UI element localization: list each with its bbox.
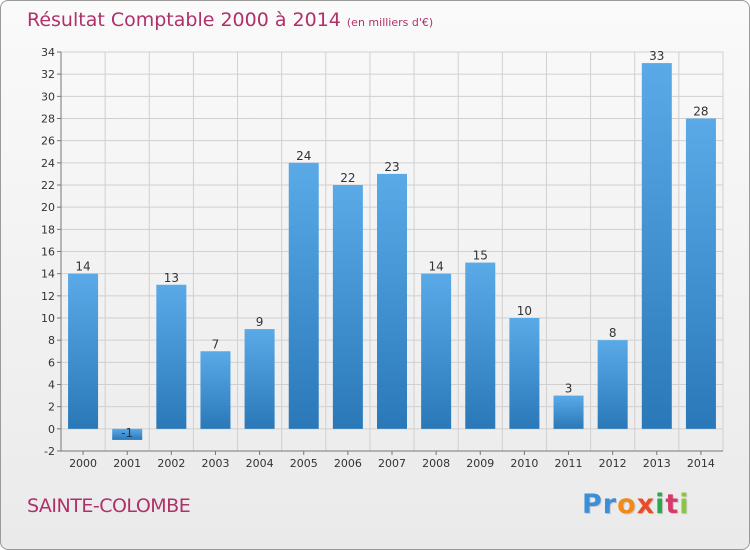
logo-letter: i — [655, 489, 666, 520]
value-label: 28 — [693, 105, 708, 119]
y-tick-label: 34 — [41, 46, 55, 59]
logo-letter: t — [665, 489, 680, 520]
bar-2014 — [685, 118, 716, 429]
value-label: 15 — [473, 249, 488, 263]
value-label: 23 — [384, 160, 399, 174]
value-label: 33 — [649, 49, 664, 63]
x-tick-label: 2005 — [290, 457, 318, 470]
y-tick-label: 8 — [48, 334, 55, 347]
y-tick-label: -2 — [44, 445, 55, 458]
y-tick-label: 16 — [41, 246, 55, 259]
y-tick-label: 14 — [41, 268, 55, 281]
x-tick-label: 2003 — [201, 457, 229, 470]
bar-2000 — [68, 273, 99, 429]
x-tick-label: 2010 — [510, 457, 538, 470]
commune-name: SAINTE-COLOMBE — [27, 495, 191, 517]
proxiti-logo: Proxiti — [582, 489, 690, 520]
logo-letter: P — [582, 489, 603, 520]
value-label: 7 — [212, 337, 220, 351]
bar-2010 — [509, 318, 540, 429]
x-tick-label: 2000 — [69, 457, 97, 470]
x-tick-label: 2014 — [687, 457, 715, 470]
y-tick-label: 18 — [41, 223, 55, 236]
y-tick-label: 12 — [41, 290, 55, 303]
y-tick-label: 20 — [41, 201, 55, 214]
chart-title-text: Résultat Comptable 2000 à 2014 — [27, 9, 341, 31]
y-tick-label: 0 — [48, 423, 55, 436]
value-label: 14 — [428, 260, 443, 274]
y-tick-label: 28 — [41, 113, 55, 126]
x-tick-label: 2007 — [378, 457, 406, 470]
y-tick-label: 30 — [41, 90, 55, 103]
value-label: -1 — [121, 426, 133, 440]
logo-letter: r — [602, 489, 618, 520]
x-tick-label: 2002 — [157, 457, 185, 470]
value-label: 14 — [75, 260, 90, 274]
bar-2006 — [332, 185, 363, 429]
x-tick-label: 2006 — [334, 457, 362, 470]
bar-2008 — [421, 273, 452, 429]
bar-2009 — [465, 262, 496, 429]
value-label: 24 — [296, 149, 311, 163]
value-label: 13 — [164, 271, 179, 285]
bar-2013 — [641, 63, 672, 429]
chart-subtitle: (en milliers d'€) — [346, 16, 434, 29]
logo-letter: x — [636, 489, 656, 520]
chart-title: Résultat Comptable 2000 à 2014 (en millie… — [27, 9, 433, 31]
bar-2003 — [200, 351, 231, 429]
x-tick-label: 2011 — [555, 457, 583, 470]
bar-2002 — [156, 284, 187, 429]
bar-2005 — [288, 162, 319, 429]
x-tick-label: 2012 — [599, 457, 627, 470]
value-label: 22 — [340, 171, 355, 185]
logo-letter: o — [617, 489, 637, 520]
value-label: 10 — [517, 304, 532, 318]
value-label: 3 — [565, 382, 573, 396]
value-label: 9 — [256, 315, 264, 329]
x-tick-label: 2008 — [422, 457, 450, 470]
bar-2012 — [597, 340, 628, 429]
x-tick-label: 2013 — [643, 457, 671, 470]
bar-2004 — [244, 329, 275, 429]
bar-2001 — [112, 428, 143, 440]
y-tick-label: 6 — [48, 356, 55, 369]
x-tick-label: 2004 — [246, 457, 274, 470]
x-tick-label: 2001 — [113, 457, 141, 470]
logo-letter: i — [679, 489, 690, 520]
y-tick-label: 26 — [41, 135, 55, 148]
bar-2007 — [377, 173, 407, 429]
y-tick-label: 32 — [41, 68, 55, 81]
y-tick-label: 10 — [41, 312, 55, 325]
value-label: 8 — [609, 326, 617, 340]
bar-2011 — [553, 395, 584, 429]
y-tick-label: 22 — [41, 179, 55, 192]
y-tick-label: 4 — [48, 379, 55, 392]
x-tick-label: 2009 — [466, 457, 494, 470]
y-tick-label: 2 — [48, 401, 55, 414]
y-tick-label: 24 — [41, 157, 55, 170]
